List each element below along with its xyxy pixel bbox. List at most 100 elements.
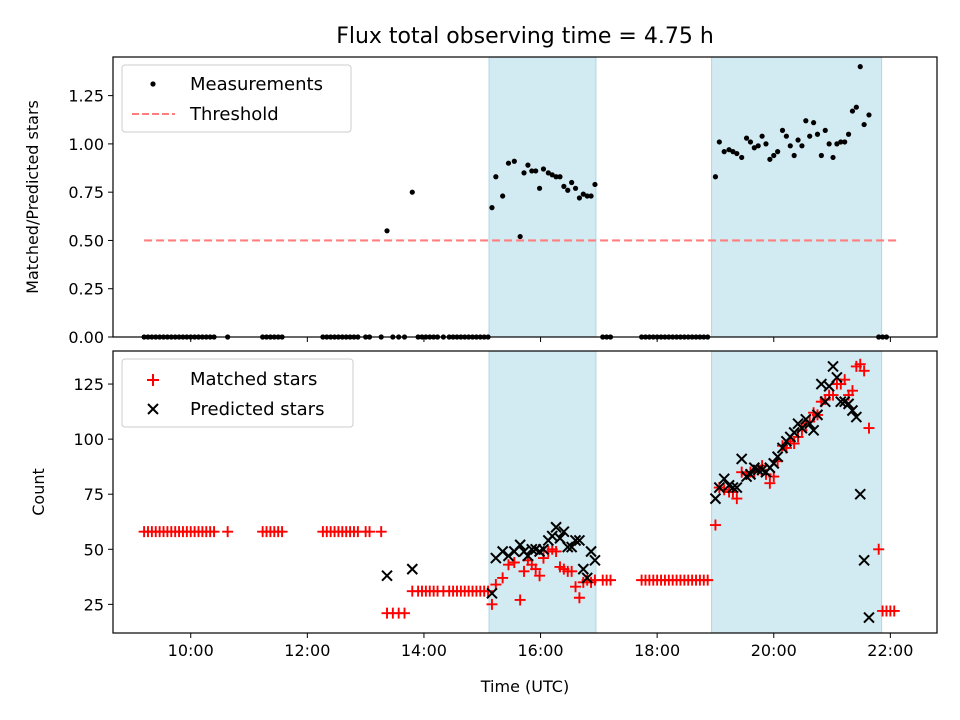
measurement-point xyxy=(730,149,736,155)
predicted-stars-point xyxy=(709,492,722,505)
top-shaded-interval xyxy=(711,56,883,338)
x-tick-label: 14:00 xyxy=(401,641,447,660)
top-y-tick-label: 0.25 xyxy=(68,280,104,299)
matched-stars-point xyxy=(222,526,234,538)
measurement-point xyxy=(853,104,859,110)
matched-stars-point xyxy=(486,598,498,610)
bottom-panel: 25 50 75 100 125 10:00 12:00 14:00 16:00 18:00 20… xyxy=(29,350,938,696)
predicted-stars-point xyxy=(581,572,593,584)
predicted-stars-point xyxy=(827,360,839,373)
matched-stars-point xyxy=(502,559,514,571)
measurement-point xyxy=(807,133,813,139)
predicted-stars-point xyxy=(842,398,855,410)
matched-stars-point xyxy=(508,557,520,568)
measurement-point xyxy=(822,127,828,133)
measurement-point xyxy=(799,143,805,149)
x-tick-label: 12:00 xyxy=(284,641,330,660)
measurement-point xyxy=(576,195,583,201)
predicted-stars-point xyxy=(537,543,550,555)
measurement-point xyxy=(517,233,523,240)
measurement-point xyxy=(838,139,844,145)
legend-matched-marker xyxy=(147,374,159,386)
predicted-stars-point xyxy=(807,424,820,437)
predicted-stars-point xyxy=(727,481,739,494)
measurement-point xyxy=(540,166,547,172)
chart-title: Flux total observing time = 4.75 h xyxy=(336,24,714,49)
legend-predicted-marker xyxy=(147,403,159,415)
predicted-stars-point xyxy=(718,473,730,485)
legend-measurements-label: Measurements xyxy=(190,74,323,95)
legend-threshold-label: Threshold xyxy=(189,104,279,125)
measurement-point xyxy=(826,141,832,147)
measurement-point xyxy=(783,133,789,139)
bot-y-tick-label: 100 xyxy=(73,430,104,449)
measurement-point xyxy=(726,147,732,153)
x-tick-label: 16:00 xyxy=(517,641,563,660)
measurement-point xyxy=(866,112,872,118)
measurement-point xyxy=(572,185,579,191)
measurement-point xyxy=(795,137,801,143)
measurement-point xyxy=(810,120,817,126)
measurement-point xyxy=(818,152,824,159)
measurement-point xyxy=(580,191,586,197)
matched-stars-point xyxy=(497,572,509,584)
top-legend: Measurements Threshold xyxy=(121,64,352,133)
matched-stars-point xyxy=(518,565,530,577)
measurement-point xyxy=(565,187,571,193)
predicted-stars-point xyxy=(585,545,597,558)
measurement-point xyxy=(834,141,840,147)
top-legend-box xyxy=(121,64,352,133)
measurement-point xyxy=(561,183,567,189)
measurement-point xyxy=(814,131,821,137)
predicted-stars-point xyxy=(496,545,509,558)
matched-stars-point xyxy=(570,581,582,593)
measurement-point xyxy=(525,162,531,168)
bottom-axes-frame xyxy=(112,350,938,634)
top-x-ticks xyxy=(190,337,891,342)
predicted-stars-point xyxy=(550,521,562,533)
matched-stars-point xyxy=(702,574,714,586)
top-y-tick-label: 0.75 xyxy=(68,183,104,202)
measurement-point xyxy=(771,152,777,159)
measurement-point xyxy=(584,193,590,199)
matched-stars-point xyxy=(858,365,870,377)
predicted-stars-point xyxy=(771,451,784,463)
bot-shaded-interval xyxy=(488,350,597,634)
predicted-stars-point xyxy=(831,371,843,384)
measurement-point xyxy=(384,228,390,234)
measurement-point xyxy=(767,156,773,162)
measurement-point xyxy=(588,193,594,199)
matched-stars-point xyxy=(764,477,776,489)
bottom-shaded-intervals xyxy=(488,350,883,634)
matched-stars-point xyxy=(888,605,900,617)
bot-y-tick-label: 50 xyxy=(84,540,104,559)
predicted-stars-point xyxy=(735,453,748,465)
predicted-stars-point xyxy=(381,570,393,582)
measurement-point xyxy=(759,133,765,139)
measurement-point xyxy=(712,174,719,180)
measurement-point xyxy=(830,154,836,161)
measurement-point xyxy=(721,149,727,155)
matched-stars-point xyxy=(566,565,578,577)
top-shaded-intervals xyxy=(488,56,883,338)
predicted-stars-point xyxy=(796,422,808,434)
measurement-point xyxy=(489,205,495,211)
measurement-point xyxy=(747,139,754,145)
measurement-point xyxy=(743,135,750,141)
measurement-point xyxy=(533,168,539,174)
matched-stars-point xyxy=(605,574,617,586)
bottom-plot-marks xyxy=(138,358,900,624)
legend-matched-label: Matched stars xyxy=(190,369,317,390)
measurement-point xyxy=(734,150,740,157)
measurement-point xyxy=(569,179,575,186)
top-y-tick-label: 1.00 xyxy=(68,135,104,154)
measurement-point xyxy=(536,185,543,191)
predicted-stars-point xyxy=(713,481,726,494)
measurement-point xyxy=(842,139,848,145)
x-tick-label: 10:00 xyxy=(168,641,214,660)
predicted-stars-point xyxy=(514,539,526,551)
measurement-point xyxy=(845,131,852,137)
bottom-y-axis-label: Count xyxy=(29,468,48,516)
matched-stars-point xyxy=(364,526,376,538)
